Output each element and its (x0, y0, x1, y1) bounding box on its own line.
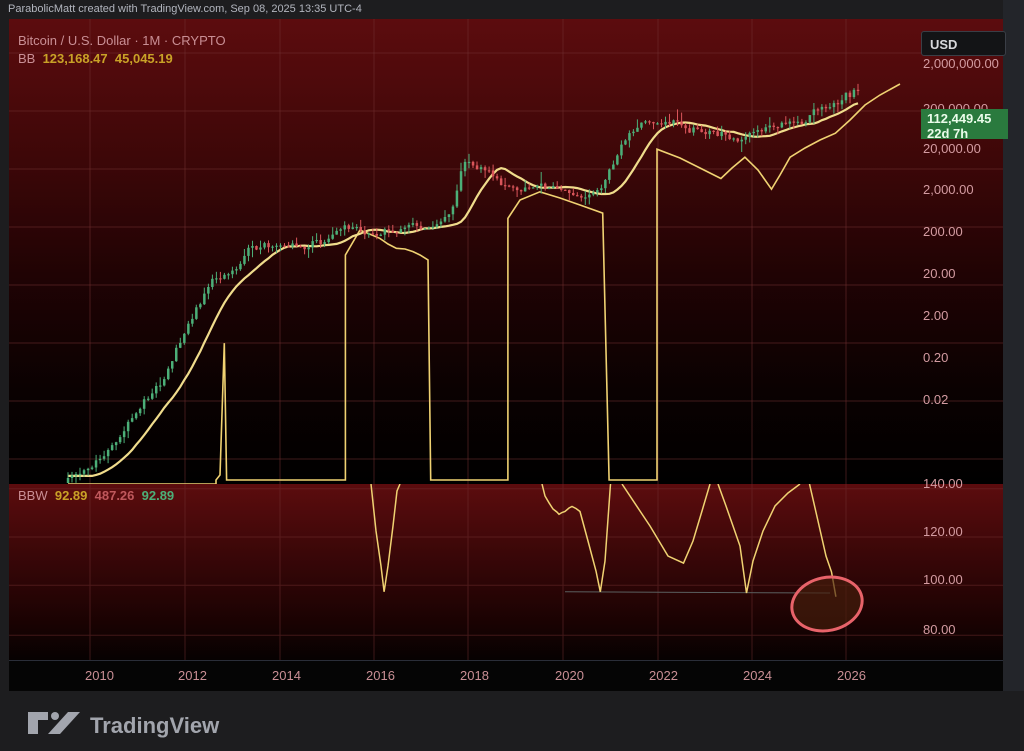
svg-text:TradingView: TradingView (90, 713, 220, 738)
